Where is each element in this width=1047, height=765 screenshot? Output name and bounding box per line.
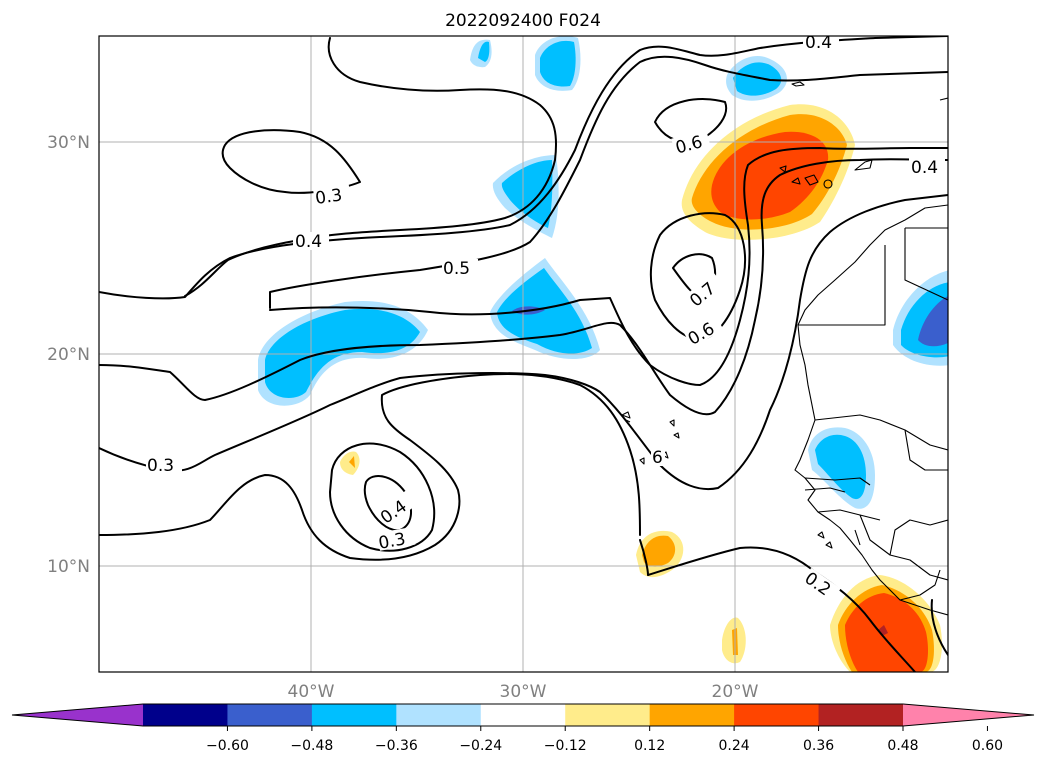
colorbar-tick-label: −0.36 bbox=[375, 738, 418, 754]
colorbar-extension-high bbox=[903, 704, 1034, 726]
contour-label: 0.3 bbox=[147, 456, 174, 476]
contour-label: 0.4 bbox=[805, 33, 832, 53]
colorbar-segment bbox=[734, 704, 820, 726]
lat-label: 10°N bbox=[47, 557, 90, 577]
colorbar-segment bbox=[227, 704, 313, 726]
colorbar-tick-label: −0.24 bbox=[459, 738, 502, 754]
lat-label: 30°N bbox=[47, 133, 90, 153]
colorbar: −0.60 −0.48 −0.36 −0.24 −0.12 0.12 0.24 0.36 0.4… bbox=[11, 703, 1035, 754]
negative-anomaly-shading bbox=[258, 36, 948, 509]
contour-label: 0.5 bbox=[443, 259, 470, 279]
contour-label: 0.3 bbox=[314, 185, 344, 209]
colorbar-tick-label: 0.60 bbox=[972, 738, 1003, 754]
colorbar-segment bbox=[649, 704, 735, 726]
lon-label: 40°W bbox=[288, 682, 335, 702]
contour-lines bbox=[99, 36, 948, 672]
contour-label: 6 bbox=[652, 448, 663, 468]
contour-label: 0.6 bbox=[673, 132, 704, 158]
longitude-labels: 40°W 30°W 20°W bbox=[288, 682, 759, 702]
colorbar-tick-label: −0.48 bbox=[290, 738, 333, 754]
map-gridlines bbox=[99, 36, 948, 672]
colorbar-tick-label: 0.24 bbox=[719, 738, 750, 754]
colorbar-tick-label: −0.60 bbox=[206, 738, 249, 754]
map-area: 0.4 0.6 0.4 0.3 0.4 0.5 0.7 0.6 0.3 0.4 … bbox=[99, 33, 948, 672]
contour-label: 0.3 bbox=[377, 529, 407, 553]
colorbar-segment bbox=[396, 704, 482, 726]
contour-label: 0.4 bbox=[911, 158, 938, 178]
colorbar-tick-label: 0.48 bbox=[887, 738, 918, 754]
colorbar-tick-label: −0.12 bbox=[544, 738, 587, 754]
map-frame bbox=[98, 35, 949, 673]
colorbar-extension-low bbox=[12, 704, 143, 726]
latitude-labels: 30°N 20°N 10°N bbox=[47, 133, 90, 577]
colorbar-segment bbox=[311, 704, 397, 726]
colorbar-segment bbox=[143, 704, 228, 726]
colorbar-tick-label: 0.36 bbox=[803, 738, 834, 754]
positive-anomaly-shading bbox=[340, 104, 942, 672]
colorbar-segment bbox=[565, 704, 651, 726]
coastlines-and-borders bbox=[621, 81, 948, 616]
lon-label: 30°W bbox=[500, 682, 547, 702]
contour-label: 0.4 bbox=[295, 232, 322, 252]
lat-label: 20°N bbox=[47, 345, 90, 365]
colorbar-segment bbox=[480, 704, 566, 726]
colorbar-outline bbox=[11, 703, 1035, 727]
colorbar-tick-label: 0.12 bbox=[634, 738, 665, 754]
figure-title: 2022092400 F024 bbox=[445, 11, 601, 31]
lon-label: 20°W bbox=[712, 682, 759, 702]
colorbar-segment bbox=[818, 704, 904, 726]
contour-labels: 0.4 0.6 0.4 0.3 0.4 0.5 0.7 0.6 0.3 0.4 … bbox=[146, 33, 945, 604]
